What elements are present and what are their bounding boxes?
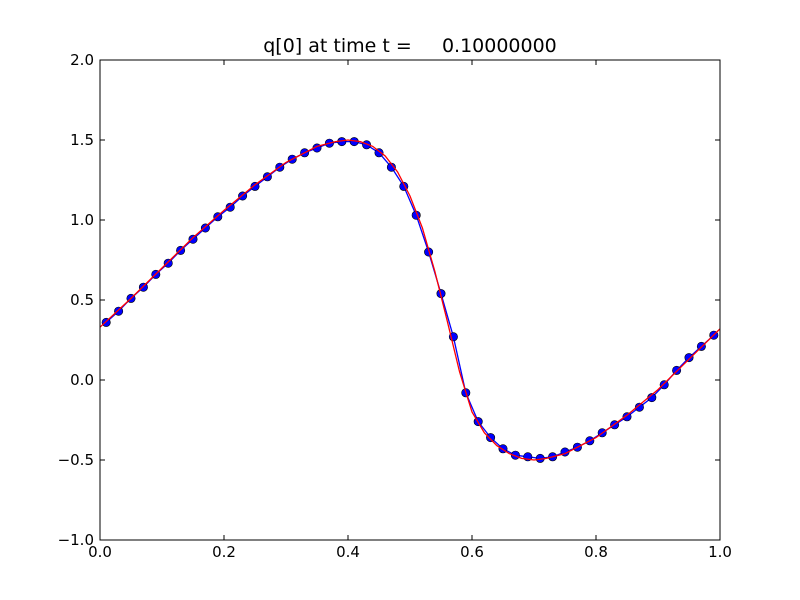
series-0-point: [659, 380, 669, 390]
series-1-line: [100, 139, 720, 461]
series-0-point: [250, 181, 260, 191]
y-tick-label: 0.5: [70, 291, 94, 309]
series-0-point: [138, 282, 148, 292]
series-0-point: [634, 402, 644, 412]
y-tick-label: 2.0: [70, 51, 94, 69]
y-tick-label: 1.5: [70, 131, 94, 149]
x-tick-label: 0.2: [212, 543, 236, 561]
series-0-point: [225, 202, 235, 212]
axes-frame: [99, 59, 721, 541]
y-tick-label: −1.0: [58, 531, 94, 549]
series-0-point: [188, 234, 198, 244]
y-tick-label: 0.0: [70, 371, 94, 389]
series-0-point: [672, 365, 682, 375]
x-tick-label: 0.6: [460, 543, 484, 561]
series-0-point: [486, 433, 496, 443]
x-tick-label: 0.0: [88, 543, 112, 561]
series-0-point: [374, 148, 384, 158]
x-tick-label: 0.4: [336, 543, 360, 561]
series-0-point: [684, 353, 694, 363]
series-0-point: [200, 223, 210, 233]
series-0-point: [622, 412, 632, 422]
y-tick-label: 1.0: [70, 211, 94, 229]
series-0-point: [163, 258, 173, 268]
plot-area: [100, 137, 720, 463]
chart-title: q[0] at time t = 0.10000000: [263, 35, 557, 57]
series-0-point: [114, 306, 124, 316]
x-tick-label: 1.0: [708, 543, 732, 561]
axis-tick-labels: 0.0 0.2 0.4 0.6 0.8 1.0 −1.0 −0.5 0.0 0.5 1.0 1.5 2.…: [58, 51, 732, 561]
y-tick-label: −0.5: [58, 451, 94, 469]
x-tick-label: 0.8: [584, 543, 608, 561]
